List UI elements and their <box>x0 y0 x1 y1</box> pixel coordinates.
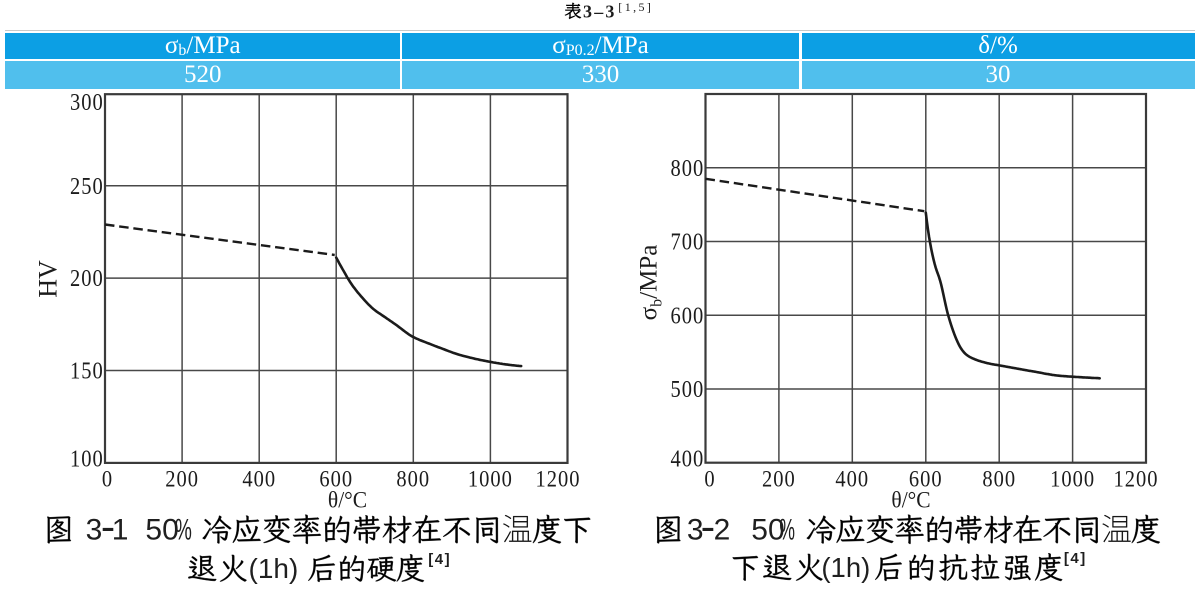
svg-text:0: 0 <box>102 465 112 492</box>
svg-text:200: 200 <box>165 465 199 492</box>
svg-text:%: % <box>779 514 795 547</box>
svg-text:%: % <box>175 514 192 547</box>
svg-text:3–3: 3–3 <box>583 1 617 21</box>
svg-text:600: 600 <box>909 465 943 492</box>
svg-text:600: 600 <box>671 302 705 329</box>
svg-text:400: 400 <box>835 465 869 492</box>
svg-text:θ/°C: θ/°C <box>891 487 930 513</box>
svg-text:1000: 1000 <box>1050 465 1095 492</box>
svg-text:(1h): (1h) <box>249 553 299 584</box>
svg-text:600: 600 <box>319 465 353 492</box>
svg-text:σb/MPa: σb/MPa <box>636 245 666 321</box>
svg-text:100: 100 <box>70 445 104 472</box>
svg-text:1200: 1200 <box>1114 465 1159 492</box>
svg-text:0: 0 <box>704 465 714 492</box>
svg-text:150: 150 <box>70 357 104 384</box>
svg-text:3: 3 <box>86 514 103 547</box>
svg-text:50: 50 <box>751 514 784 547</box>
svg-text:θ/°C: θ/°C <box>328 487 367 513</box>
svg-text:800: 800 <box>671 154 705 181</box>
svg-text:250: 250 <box>70 172 104 199</box>
svg-text:(1h): (1h) <box>821 552 870 583</box>
svg-text:400: 400 <box>242 465 276 492</box>
svg-text:700: 700 <box>671 228 705 255</box>
svg-text:300: 300 <box>70 88 104 115</box>
svg-text:400: 400 <box>671 445 705 472</box>
svg-text:1000: 1000 <box>468 465 513 492</box>
svg-text:3: 3 <box>687 514 704 547</box>
svg-text:HV: HV <box>34 260 63 298</box>
svg-text:2: 2 <box>714 514 731 547</box>
svg-text:200: 200 <box>762 465 796 492</box>
svg-text:1: 1 <box>112 514 129 547</box>
svg-text:800: 800 <box>982 465 1016 492</box>
svg-text:1200: 1200 <box>536 465 581 492</box>
svg-text:[4]: [4] <box>428 551 451 568</box>
svg-text:[1,5]: [1,5] <box>618 0 653 14</box>
svg-text:[4]: [4] <box>1064 550 1087 567</box>
svg-text:200: 200 <box>70 264 104 291</box>
svg-text:50: 50 <box>145 514 178 547</box>
svg-text:500: 500 <box>671 375 705 402</box>
svg-text:800: 800 <box>396 465 430 492</box>
